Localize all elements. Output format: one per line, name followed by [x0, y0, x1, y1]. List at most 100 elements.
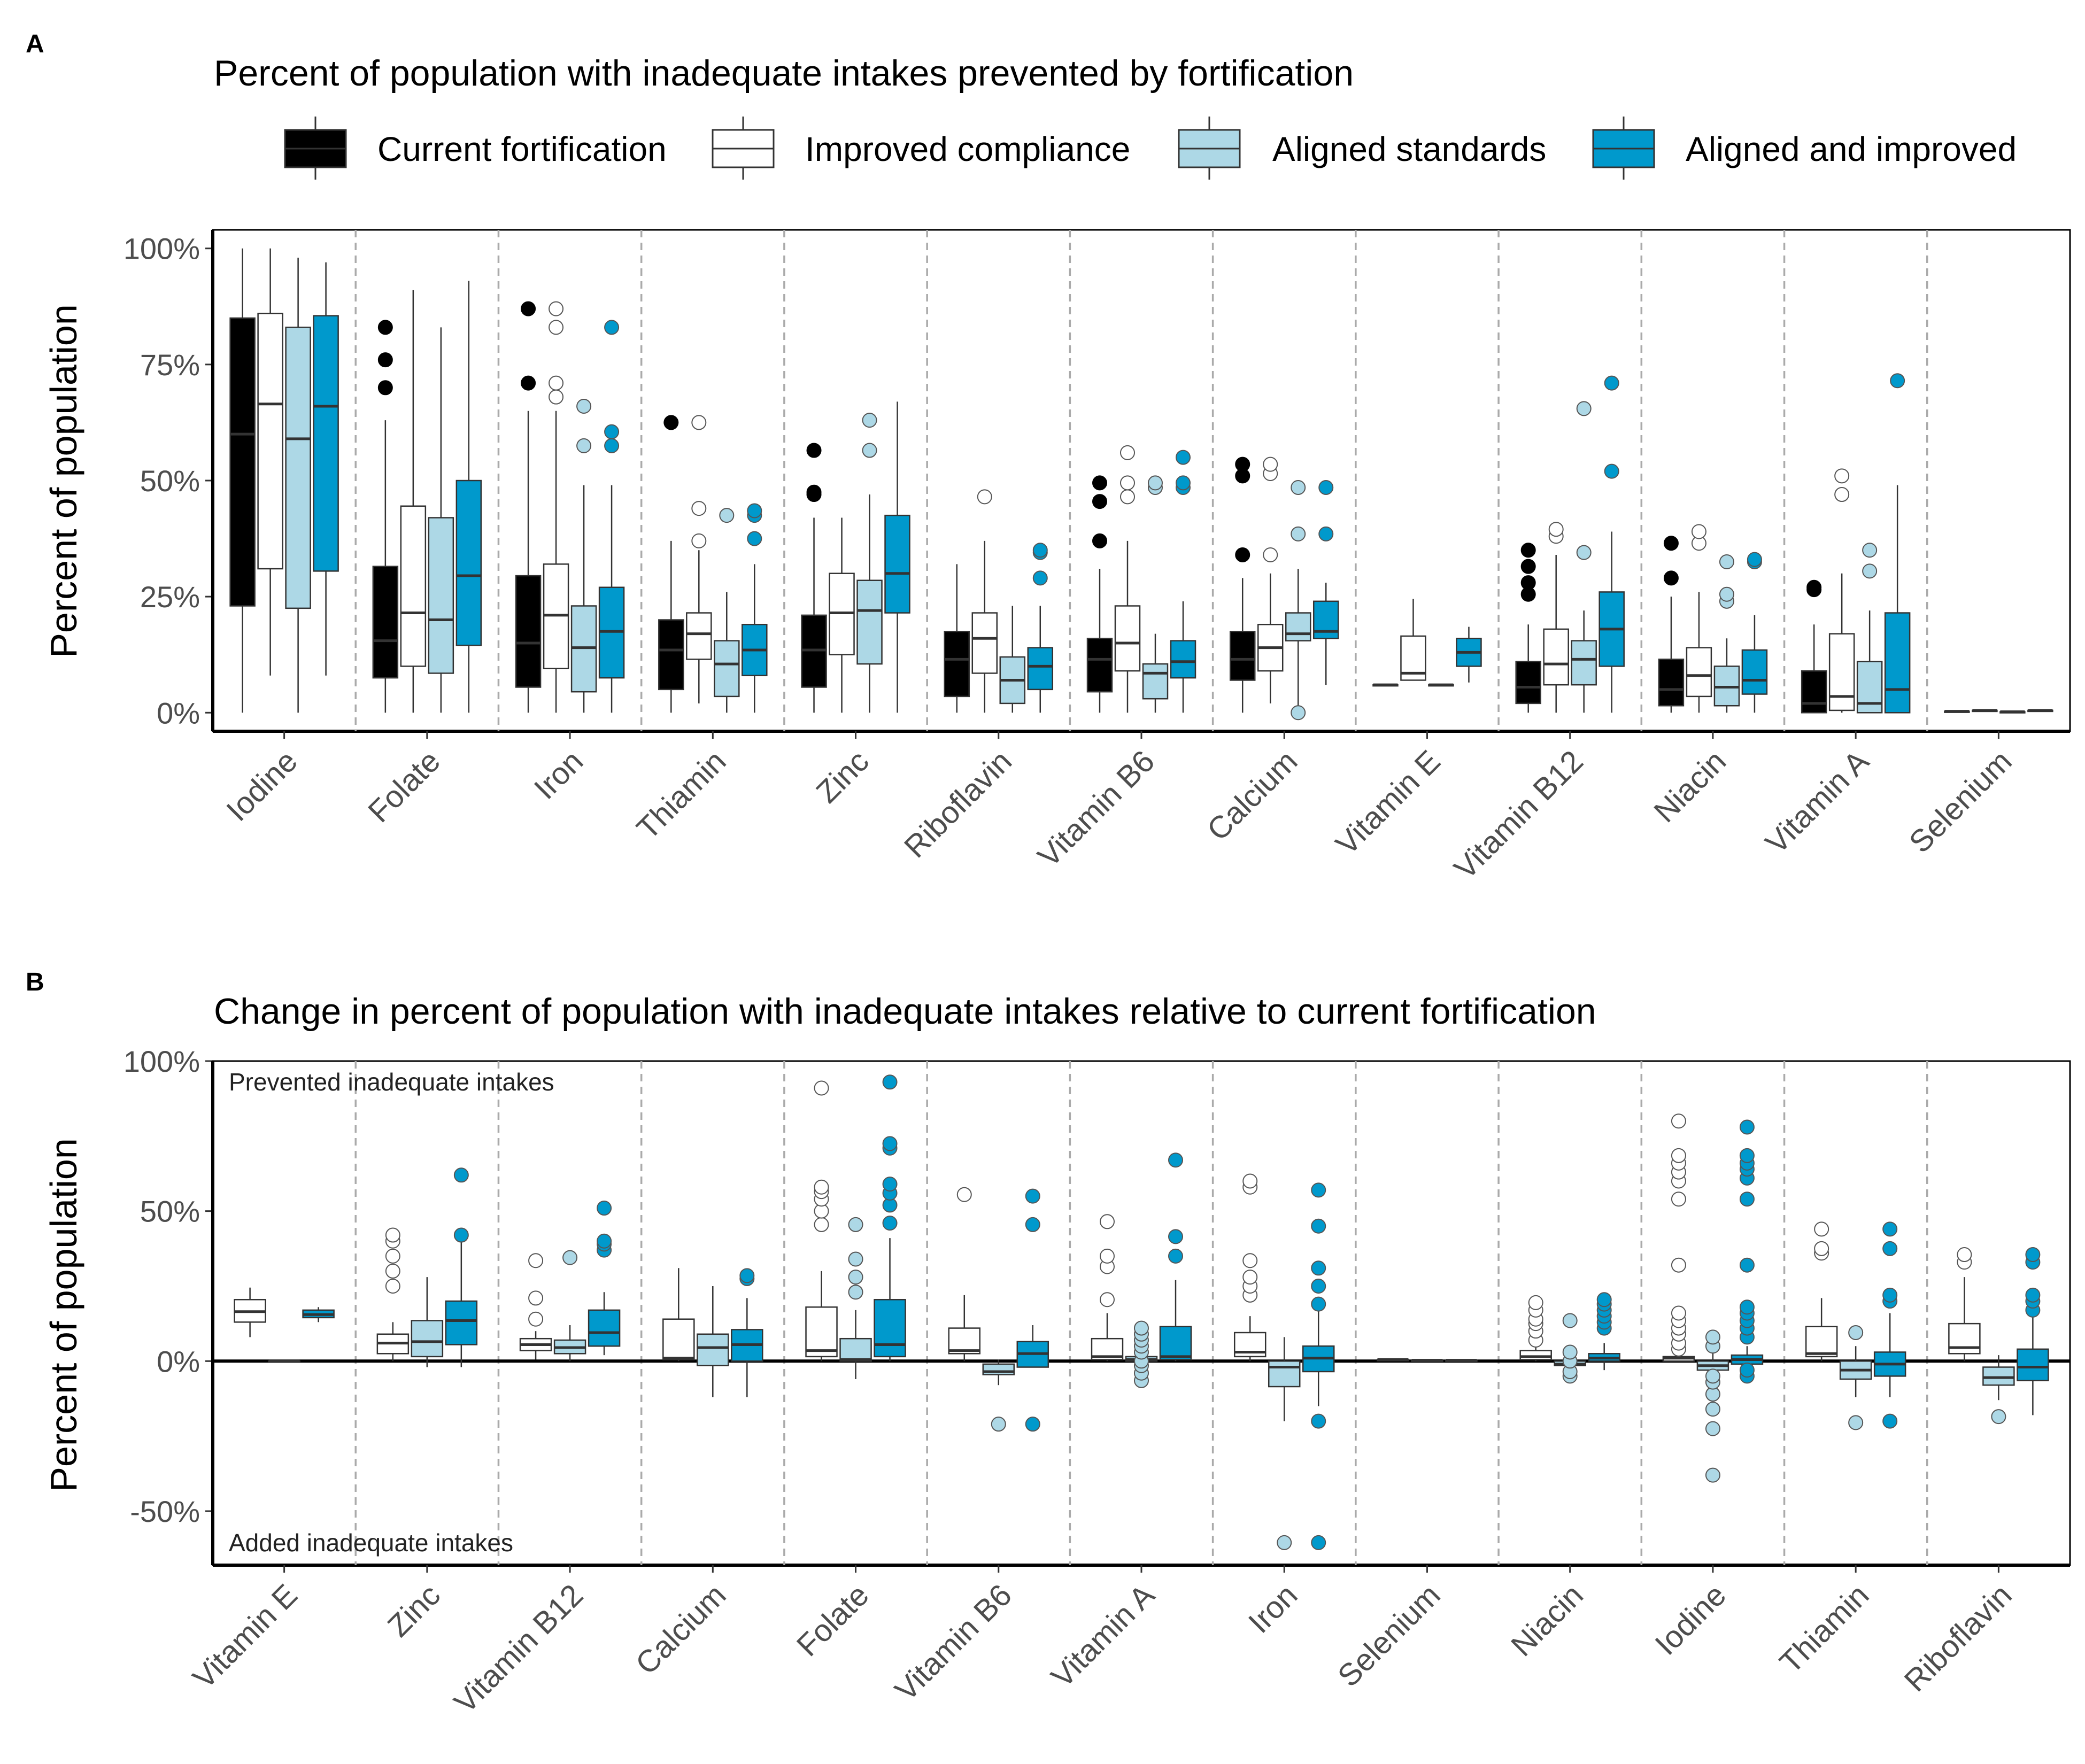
- box-aligned-standards-iodine: [1696, 1329, 1729, 1483]
- outlier-point: [1882, 1241, 1898, 1256]
- outlier-point: [1311, 1218, 1326, 1234]
- outlier-point: [1032, 570, 1048, 586]
- panel-frame: [212, 229, 2071, 732]
- panel-b-letter: B: [26, 968, 44, 996]
- outlier-point: [1862, 563, 1878, 579]
- box-body: [400, 505, 427, 667]
- box-body: [971, 612, 998, 674]
- outlier-point: [1739, 1119, 1755, 1135]
- box-body: [856, 579, 883, 665]
- y-tick-label: 25%: [140, 580, 200, 614]
- panel-b-annotation-added: Added inadequate intakes: [229, 1529, 513, 1557]
- panel-a-x-ticks: Iodine Folate Iron Thiamin Zinc Riboflavin Vit…: [220, 731, 2019, 886]
- outlier-point: [1739, 1192, 1755, 1207]
- box-aligned-and-improved-vitamin-e: [1456, 626, 1482, 683]
- outlier-point: [1739, 1257, 1755, 1273]
- outlier-point: [1576, 545, 1592, 560]
- box-aligned-and-improved-niacin: [1741, 552, 1768, 713]
- box-aligned-standards-selenium: [1411, 1359, 1443, 1362]
- x-tick-label-selenium: Selenium: [1903, 744, 2019, 860]
- box-body: [1170, 640, 1196, 679]
- box-current-fortification-thiamin: [658, 415, 684, 713]
- x-tick-label-vitamin-b12: Vitamin B12: [447, 1577, 590, 1720]
- box-improved-compliance-niacin: [1519, 1295, 1552, 1361]
- y-tick-label: -50%: [130, 1495, 200, 1528]
- outlier-point: [806, 443, 822, 458]
- outlier-point: [1890, 373, 1905, 389]
- outlier-point: [1311, 1535, 1326, 1550]
- x-tick-label-vitamin-a: Vitamin A: [1759, 744, 1876, 861]
- outlier-point: [1747, 552, 1762, 567]
- box-improved-compliance-niacin: [1686, 524, 1712, 713]
- outlier-point: [1032, 543, 1048, 558]
- outlier-point: [604, 320, 620, 335]
- box-body: [1229, 631, 1256, 681]
- box-body: [839, 1337, 872, 1362]
- outlier-point: [1235, 547, 1250, 562]
- outlier-point: [739, 1268, 755, 1283]
- box-aligned-and-improved-calcium: [731, 1268, 763, 1397]
- outlier-point: [1562, 1313, 1578, 1328]
- box-body: [1086, 638, 1113, 693]
- outlier-point: [604, 424, 620, 439]
- box-aligned-and-improved-vitamin-b12: [588, 1201, 621, 1356]
- box-body: [686, 612, 712, 660]
- x-tick-label-iodine: Iodine: [1648, 1577, 1733, 1662]
- outlier-point: [1705, 1402, 1720, 1417]
- x-tick-label-calcium: Calcium: [629, 1577, 732, 1681]
- box-improved-compliance-vitamin-e: [234, 1287, 266, 1337]
- box-improved-compliance-vitamin-b6: [1114, 445, 1141, 713]
- outlier-point: [1528, 1295, 1543, 1310]
- outlier-point: [1834, 487, 1850, 502]
- outlier-point: [1739, 1299, 1755, 1315]
- outlier-point: [1834, 468, 1850, 484]
- box-body: [285, 327, 311, 609]
- box-aligned-standards-niacin: [1713, 554, 1740, 713]
- box-improved-compliance-thiamin: [1805, 1221, 1838, 1361]
- legend-item-improved: Improved compliance: [712, 117, 1130, 180]
- x-tick-label-calcium: Calcium: [1200, 744, 1304, 847]
- box-aligned-and-improved-vitamin-b12: [1598, 375, 1625, 713]
- box-improved-compliance-selenium: [1972, 709, 1998, 713]
- box-body: [1159, 1326, 1192, 1360]
- outlier-point: [377, 380, 393, 396]
- box-aligned-standards-vitamin-b12: [1571, 401, 1597, 713]
- outlier-point: [377, 352, 393, 368]
- outlier-point: [576, 399, 592, 414]
- box-improved-compliance-folate: [805, 1080, 838, 1361]
- box-body: [1741, 649, 1768, 695]
- outlier-point: [1604, 375, 1619, 391]
- outlier-point: [1311, 1413, 1326, 1429]
- outlier-point: [1235, 457, 1250, 472]
- outlier-point: [385, 1248, 400, 1264]
- outlier-point: [691, 533, 707, 548]
- box-current-fortification-vitamin-a: [1801, 579, 1827, 714]
- box-improved-compliance-vitamin-b12: [519, 1253, 552, 1360]
- box-aligned-and-improved-iodine: [313, 262, 339, 676]
- outlier-point: [814, 1179, 829, 1195]
- box-body: [874, 1298, 906, 1358]
- box-body: [884, 514, 910, 614]
- outlier-point: [1520, 559, 1536, 574]
- outlier-point: [1739, 1148, 1755, 1163]
- outlier-point: [1025, 1417, 1040, 1432]
- outlier-point: [1882, 1413, 1898, 1429]
- box-body: [2017, 1348, 2049, 1382]
- x-tick-label-zinc: Zinc: [381, 1577, 447, 1643]
- outlier-point: [1548, 522, 1564, 537]
- box-body: [1114, 605, 1141, 672]
- outlier-point: [1291, 526, 1306, 541]
- box-body: [313, 315, 339, 572]
- outlier-point: [2025, 1247, 2041, 1263]
- outlier-point: [1176, 475, 1191, 491]
- legend-label-current: Current fortification: [377, 130, 667, 168]
- outlier-point: [991, 1417, 1006, 1432]
- box-improved-compliance-vitamin-a: [1091, 1214, 1124, 1361]
- box-improved-compliance-iodine: [1662, 1113, 1695, 1362]
- box-aligned-standards-folate: [839, 1217, 872, 1379]
- outlier-point: [1691, 524, 1706, 539]
- box-body: [1519, 1350, 1552, 1360]
- box-body: [1658, 659, 1685, 707]
- box-improved-compliance-riboflavin: [971, 489, 998, 713]
